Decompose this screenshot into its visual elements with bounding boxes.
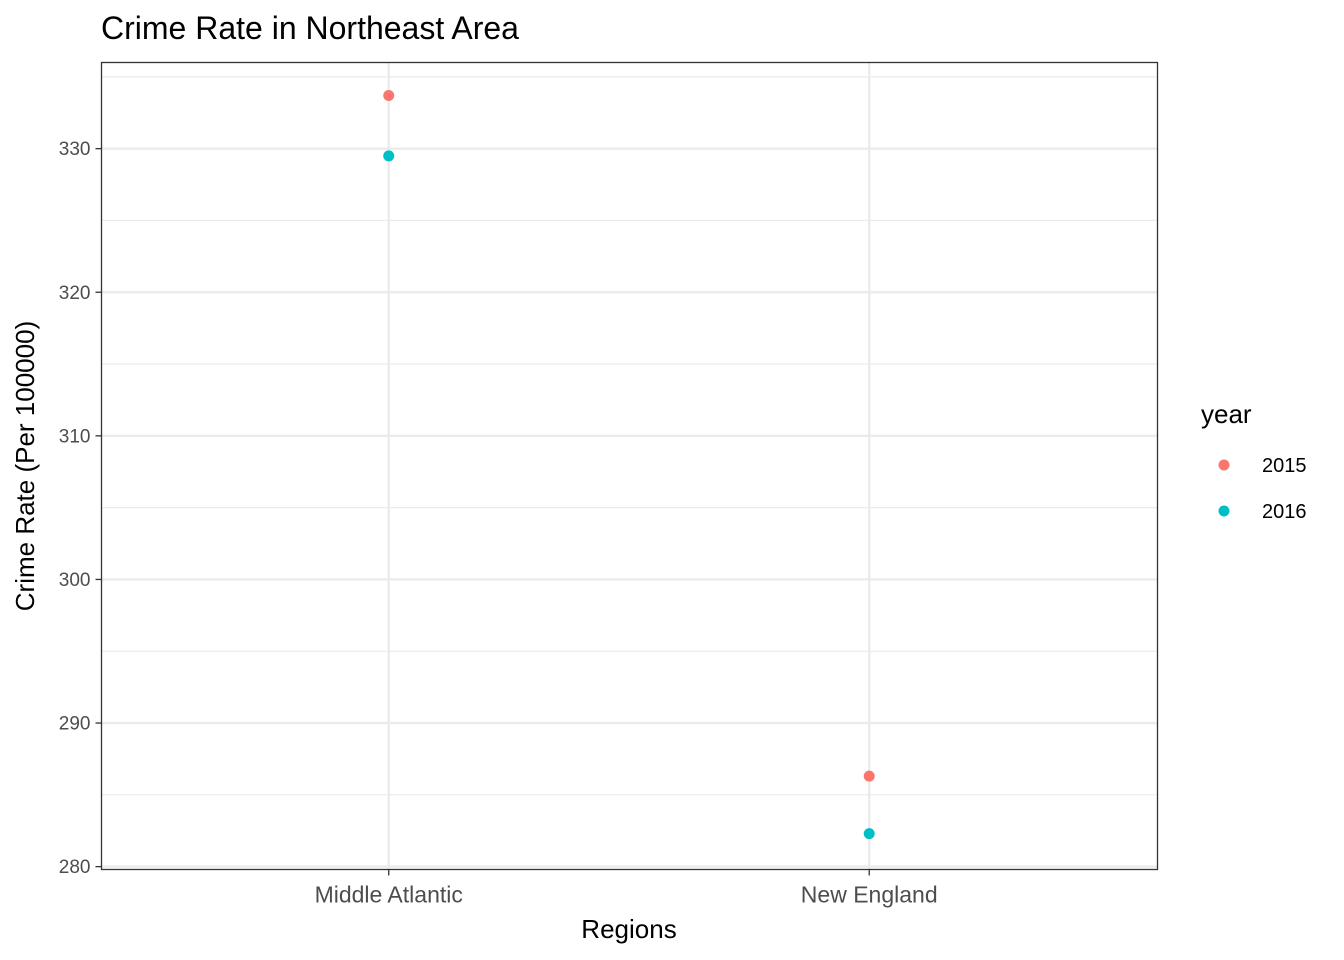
legend-label-2015: 2015 <box>1262 455 1307 477</box>
x-tick-label: Middle Atlantic <box>315 882 463 908</box>
y-tick-label: 310 <box>59 426 91 447</box>
y-axis-ticks: 280 290 300 310 320 330 <box>59 139 102 878</box>
data-point-2015 <box>863 770 875 782</box>
y-axis-title: Crime Rate (Per 100000) <box>10 321 40 611</box>
plot-panel-border <box>100 61 1159 871</box>
y-tick-label: 300 <box>59 570 91 591</box>
y-tick-label: 290 <box>59 714 91 735</box>
legend-label-2016: 2016 <box>1262 501 1307 523</box>
data-point-2016 <box>383 150 395 162</box>
legend-key-2016 <box>1218 505 1230 517</box>
grid-lines <box>101 62 1158 870</box>
legend-title: year <box>1201 399 1252 429</box>
y-tick-label: 280 <box>59 857 91 878</box>
x-axis-title: Regions <box>581 914 676 944</box>
x-tick-label: New England <box>801 882 938 908</box>
data-point-2015 <box>383 90 395 102</box>
legend-key-2015 <box>1218 459 1230 471</box>
data-points <box>383 90 875 840</box>
legend-items: 2015 2016 <box>1218 455 1307 523</box>
chart-title: Crime Rate in Northeast Area <box>101 10 519 46</box>
y-tick-label: 330 <box>59 139 91 160</box>
legend: year 2015 2016 <box>1201 399 1307 523</box>
y-tick-label: 320 <box>59 283 91 304</box>
x-axis-ticks: Middle Atlantic New England <box>315 869 938 908</box>
data-point-2016 <box>863 828 875 840</box>
